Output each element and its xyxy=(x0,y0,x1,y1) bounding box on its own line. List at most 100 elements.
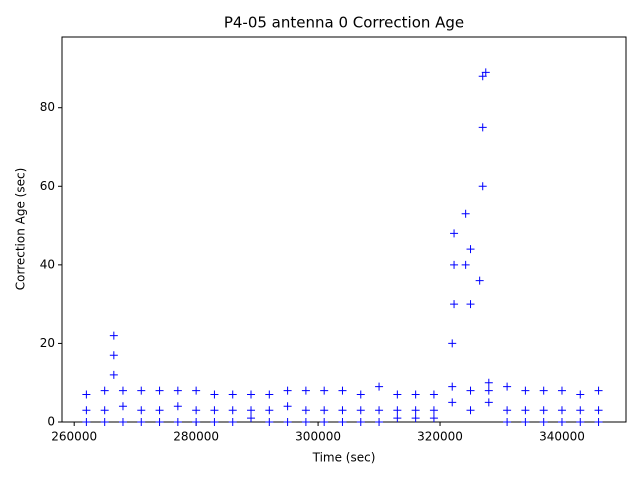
point xyxy=(450,229,459,238)
point xyxy=(393,406,402,415)
point xyxy=(100,406,109,415)
point xyxy=(247,406,256,415)
point xyxy=(283,386,292,395)
point xyxy=(539,418,548,426)
point xyxy=(450,300,459,309)
point xyxy=(429,390,438,399)
point xyxy=(356,418,365,426)
point xyxy=(155,386,164,395)
point xyxy=(247,414,256,423)
point xyxy=(137,418,146,426)
point xyxy=(338,386,347,395)
point xyxy=(576,390,585,399)
point xyxy=(301,406,310,415)
point xyxy=(283,402,292,411)
point xyxy=(301,386,310,395)
y-tick-label: 20 xyxy=(40,336,55,350)
point xyxy=(448,382,457,391)
chart-title: P4-05 antenna 0 Correction Age xyxy=(224,14,464,32)
point xyxy=(429,414,438,423)
point xyxy=(210,406,219,415)
x-tick-label: 260000 xyxy=(51,430,97,444)
plot-frame xyxy=(61,36,627,423)
point xyxy=(283,418,292,426)
point xyxy=(478,123,487,132)
point xyxy=(466,245,475,254)
point xyxy=(475,276,484,285)
point xyxy=(265,418,274,426)
x-tick-label: 320000 xyxy=(417,430,463,444)
point xyxy=(484,386,493,395)
point xyxy=(461,260,470,269)
point xyxy=(503,406,512,415)
point xyxy=(481,68,490,77)
point xyxy=(320,386,329,395)
y-tick-label: 80 xyxy=(40,100,55,114)
point xyxy=(100,418,109,426)
point xyxy=(228,418,237,426)
point xyxy=(557,386,566,395)
y-axis-label: Correction Age (sec) xyxy=(14,168,28,291)
point xyxy=(228,406,237,415)
point xyxy=(375,418,384,426)
point xyxy=(118,402,127,411)
point xyxy=(192,386,201,395)
point xyxy=(539,386,548,395)
point xyxy=(338,406,347,415)
point xyxy=(393,414,402,423)
point xyxy=(576,418,585,426)
point xyxy=(393,390,402,399)
point xyxy=(521,386,530,395)
point xyxy=(375,406,384,415)
point xyxy=(192,406,201,415)
point xyxy=(478,182,487,191)
point xyxy=(82,406,91,415)
point xyxy=(109,370,118,379)
point xyxy=(448,339,457,348)
point xyxy=(375,382,384,391)
point xyxy=(82,418,91,426)
x-tick-label: 340000 xyxy=(539,430,585,444)
point xyxy=(557,418,566,426)
point xyxy=(503,418,512,426)
point xyxy=(118,418,127,426)
point xyxy=(173,386,182,395)
point xyxy=(338,418,347,426)
x-tick-label: 280000 xyxy=(173,430,219,444)
point xyxy=(521,406,530,415)
point xyxy=(228,390,237,399)
point xyxy=(137,406,146,415)
point xyxy=(576,406,585,415)
point xyxy=(109,351,118,360)
point xyxy=(411,414,420,423)
point xyxy=(100,386,109,395)
point xyxy=(356,406,365,415)
point xyxy=(448,398,457,407)
point xyxy=(109,331,118,340)
point xyxy=(466,300,475,309)
point xyxy=(118,386,127,395)
point xyxy=(466,406,475,415)
point xyxy=(594,418,603,426)
point xyxy=(539,406,548,415)
point xyxy=(429,406,438,415)
point xyxy=(450,260,459,269)
point xyxy=(192,418,201,426)
point xyxy=(521,418,530,426)
point xyxy=(411,406,420,415)
point xyxy=(173,402,182,411)
point xyxy=(82,390,91,399)
point xyxy=(466,386,475,395)
point xyxy=(356,390,365,399)
point xyxy=(155,418,164,426)
point xyxy=(210,390,219,399)
point xyxy=(210,418,219,426)
point xyxy=(484,378,493,387)
point xyxy=(411,390,420,399)
point xyxy=(301,418,310,426)
point xyxy=(320,406,329,415)
point xyxy=(173,418,182,426)
point xyxy=(461,209,470,218)
point xyxy=(594,386,603,395)
